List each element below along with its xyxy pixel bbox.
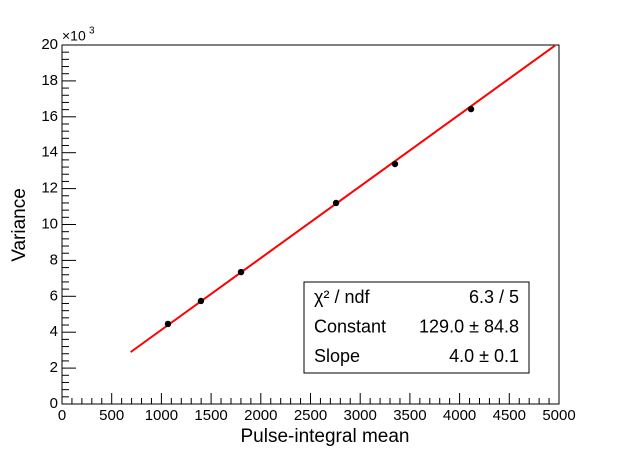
y-tick-label: 20 xyxy=(41,36,58,53)
x-tick-label: 0 xyxy=(58,407,66,424)
stats-value: 4.0 ± 0.1 xyxy=(449,346,519,366)
stats-label: χ² / ndf xyxy=(314,287,370,307)
y-tick-label: 18 xyxy=(41,72,58,89)
x-axis-title: Pulse-integral mean xyxy=(241,426,410,447)
y-tick-label: 6 xyxy=(50,287,58,304)
x-tick-label: 500 xyxy=(99,407,124,424)
y-axis-title: Variance xyxy=(9,188,30,262)
y-tick-label: 0 xyxy=(50,395,58,412)
x-tick-label: 2000 xyxy=(244,407,277,424)
x-tick-label: 4000 xyxy=(443,407,476,424)
x-tick-label: 1500 xyxy=(194,407,227,424)
x-tick-label: 4500 xyxy=(493,407,526,424)
y-tick-label: 10 xyxy=(41,215,58,232)
y-tick-label: 16 xyxy=(41,108,58,125)
x-tick-label: 3000 xyxy=(344,407,377,424)
y-tick-label: 12 xyxy=(41,180,58,197)
data-point xyxy=(164,320,172,328)
y-tick-label: 4 xyxy=(50,323,58,340)
x-tick-label: 2500 xyxy=(294,407,327,424)
data-point xyxy=(197,297,205,305)
data-point xyxy=(391,160,399,168)
stats-box xyxy=(303,281,530,374)
stats-label: Constant xyxy=(314,316,386,336)
y-multiplier-exponent: 3 xyxy=(89,26,95,37)
x-tick-label: 1000 xyxy=(145,407,178,424)
x-tick-label: 5000 xyxy=(542,407,575,424)
stats-value: 129.0 ± 84.8 xyxy=(419,316,519,336)
stats-value: 6.3 / 5 xyxy=(469,287,519,307)
x-tick-label: 3500 xyxy=(393,407,426,424)
data-point xyxy=(332,199,340,207)
data-point xyxy=(467,105,475,113)
y-tick-label: 8 xyxy=(50,251,58,268)
stats-label: Slope xyxy=(314,346,360,366)
y-tick-label: 14 xyxy=(41,144,58,161)
data-point xyxy=(237,268,245,276)
y-tick-label: 2 xyxy=(50,359,58,376)
y-multiplier: ×10 xyxy=(62,28,86,44)
